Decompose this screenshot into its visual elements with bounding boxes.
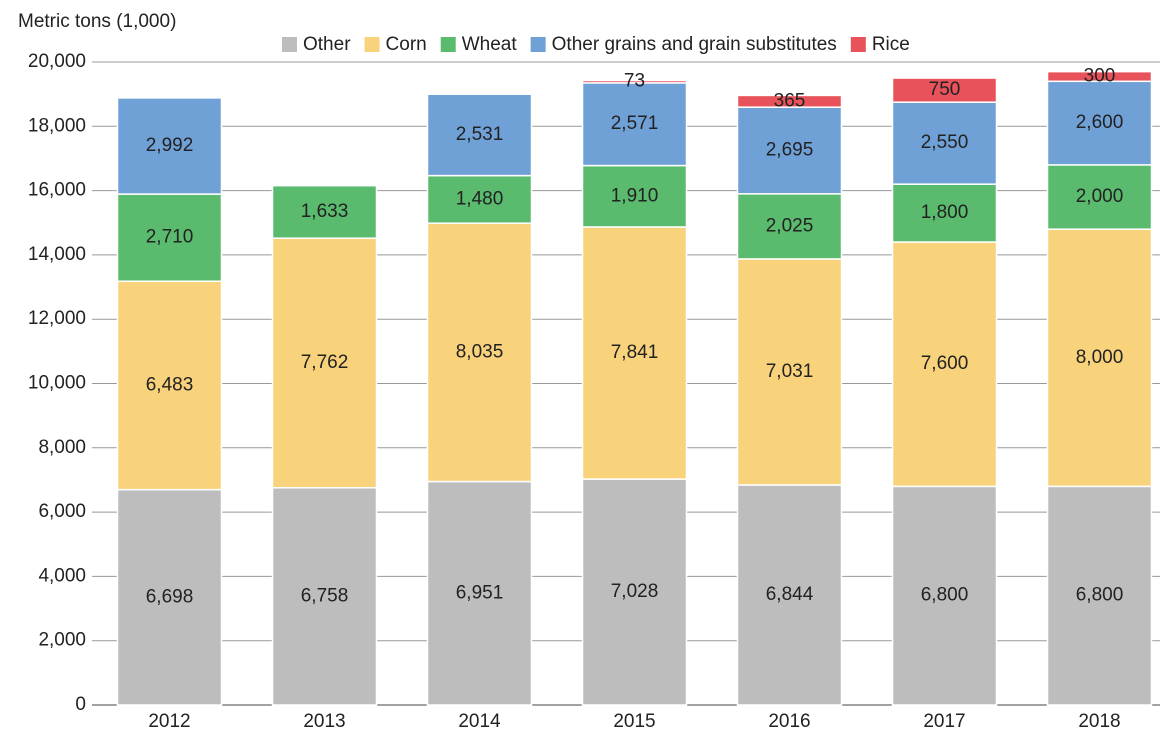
data-label: 750	[929, 79, 961, 100]
data-label: 73	[624, 71, 645, 92]
y-tick-label: 2,000	[38, 630, 86, 651]
data-label: 365	[774, 90, 806, 111]
data-label: 300	[1084, 65, 1116, 86]
x-tick-label: 2016	[768, 711, 810, 732]
data-label: 6,698	[146, 586, 194, 607]
data-label: 7,841	[611, 342, 659, 363]
bar-segment	[271, 184, 378, 239]
bar-segment	[1046, 70, 1153, 83]
bar-segment	[581, 79, 688, 84]
bar-segment	[116, 488, 223, 706]
data-label: 1,633	[301, 201, 349, 222]
data-label: 2,550	[921, 132, 969, 153]
x-tick-label: 2012	[148, 711, 190, 732]
bar-segment	[426, 174, 533, 224]
y-tick-label: 20,000	[28, 51, 86, 72]
bar-segment	[736, 193, 843, 260]
data-label: 6,758	[301, 585, 349, 606]
data-label: 2,571	[611, 113, 659, 134]
bar-segment	[271, 486, 378, 706]
data-label: 7,762	[301, 352, 349, 373]
data-label: 6,844	[766, 584, 814, 605]
data-label: 8,000	[1076, 347, 1124, 368]
bar-segment	[426, 222, 533, 483]
x-tick-label: 2015	[613, 711, 655, 732]
bar-segment	[426, 480, 533, 706]
data-label: 2,025	[766, 215, 814, 236]
y-axis-label: Metric tons (1,000)	[18, 11, 176, 32]
legend-label: Wheat	[462, 34, 518, 55]
legend-label: Other	[303, 34, 351, 55]
bar-segment	[116, 97, 223, 195]
data-label: 1,800	[921, 202, 969, 223]
bar-segment	[891, 485, 998, 706]
bar-segment	[736, 258, 843, 486]
data-label: 7,031	[766, 361, 814, 382]
y-tick-label: 10,000	[28, 373, 86, 394]
bar-segment	[1046, 164, 1153, 230]
bar-segment	[891, 77, 998, 103]
x-tick-label: 2014	[458, 711, 501, 732]
y-tick-label: 0	[75, 694, 86, 715]
data-label: 7,600	[921, 353, 969, 374]
bar-segment	[581, 82, 688, 167]
bar-segment	[116, 193, 223, 282]
data-label: 1,480	[456, 188, 504, 209]
data-label: 2,600	[1076, 112, 1124, 133]
y-tick-label: 8,000	[38, 437, 86, 458]
legend-label: Other grains and grain substitutes	[552, 34, 837, 55]
bar-segment	[1046, 228, 1153, 488]
y-tick-label: 12,000	[28, 308, 86, 329]
data-label: 1,910	[611, 185, 659, 206]
bar-segment	[1046, 80, 1153, 166]
bar-segment	[736, 106, 843, 195]
data-label: 2,000	[1076, 186, 1124, 207]
legend-swatch	[364, 37, 380, 52]
data-label: 6,951	[456, 582, 504, 603]
x-tick-label: 2018	[1078, 711, 1120, 732]
data-label: 2,710	[146, 227, 194, 248]
y-tick-label: 16,000	[28, 180, 86, 201]
data-label: 6,800	[1076, 585, 1124, 606]
bar-segment	[581, 226, 688, 480]
legend-swatch	[282, 37, 297, 52]
y-tick-label: 14,000	[28, 244, 86, 265]
data-label: 8,035	[456, 341, 504, 362]
x-tick-label: 2013	[303, 711, 345, 732]
data-label: 2,695	[766, 140, 814, 161]
data-label: 6,800	[921, 585, 969, 606]
bar-segment	[116, 280, 223, 491]
bar-segment	[1046, 485, 1153, 706]
legend-swatch	[850, 37, 866, 52]
bar-segment	[891, 241, 998, 488]
data-label: 2,992	[146, 135, 194, 156]
bar-segment	[736, 94, 843, 108]
data-label: 7,028	[611, 581, 659, 602]
bar-segment	[426, 93, 533, 177]
legend-label: Rice	[872, 34, 910, 55]
x-tick-label: 2017	[923, 711, 965, 732]
bar-segment	[891, 183, 998, 243]
y-tick-label: 4,000	[38, 565, 86, 586]
data-label: 2,531	[456, 124, 504, 145]
bar-segment	[736, 484, 843, 706]
data-label: 6,483	[146, 374, 194, 395]
legend-swatch	[440, 37, 456, 52]
y-tick-label: 6,000	[38, 501, 86, 522]
bar-segment	[581, 478, 688, 706]
legend-swatch	[530, 37, 546, 52]
legend-label: Corn	[386, 34, 427, 55]
y-tick-label: 18,000	[28, 115, 86, 136]
